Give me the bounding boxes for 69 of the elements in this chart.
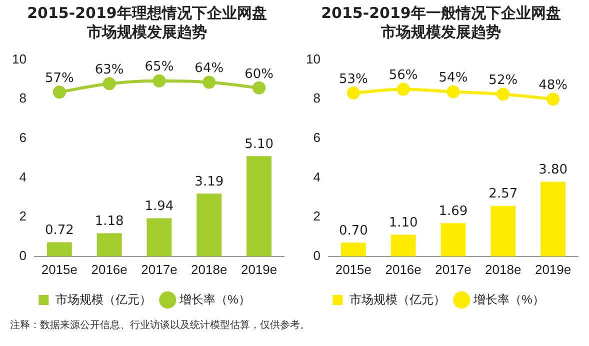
data-label: 1.10 xyxy=(388,216,418,231)
point xyxy=(252,81,266,94)
legend-label: 增长率（%） xyxy=(472,292,544,306)
data-label: 60% xyxy=(244,66,274,82)
bar xyxy=(540,182,566,256)
bar xyxy=(196,194,222,256)
x-tick-label: 2019e xyxy=(534,262,572,277)
y-tick-label: 10 xyxy=(306,51,320,66)
bar xyxy=(440,223,466,256)
bar xyxy=(390,234,416,256)
point xyxy=(102,77,116,90)
y-tick-label: 4 xyxy=(313,169,320,184)
chart-title: 2015-2019年一般情况下企业网盘市场规模发展趋势 xyxy=(320,4,562,43)
data-label: 65% xyxy=(144,60,174,75)
data-label: 2.57 xyxy=(488,186,518,202)
y-tick-label: 6 xyxy=(19,130,26,146)
data-label: 56% xyxy=(388,68,418,84)
data-label: 54% xyxy=(438,70,468,86)
point xyxy=(52,86,66,99)
data-label: 1.94 xyxy=(144,199,174,214)
y-tick-label: 0 xyxy=(313,248,320,263)
y-tick-label: 10 xyxy=(12,51,26,66)
data-label: 5.10 xyxy=(244,137,274,152)
data-label: 3.80 xyxy=(538,162,568,178)
bar xyxy=(246,156,272,256)
x-tick-label: 2017e xyxy=(435,262,472,277)
bar xyxy=(46,242,72,256)
x-tick-label: 2018e xyxy=(485,262,522,277)
x-tick-label: 2015e xyxy=(335,262,372,277)
bar xyxy=(340,242,366,256)
point xyxy=(546,92,560,106)
data-label: 64% xyxy=(194,61,224,76)
data-label: 1.18 xyxy=(94,214,124,230)
data-label: 53% xyxy=(338,72,368,87)
y-tick-label: 0 xyxy=(19,248,26,263)
x-tick-label: 2017e xyxy=(141,262,178,277)
x-tick-label: 2016e xyxy=(91,262,128,277)
x-tick-label: 2015e xyxy=(41,262,78,277)
legend-label: 市场规模（亿元） xyxy=(350,292,446,306)
bar xyxy=(490,206,516,256)
point xyxy=(496,88,510,101)
bar xyxy=(146,218,172,256)
x-tick-label: 2019e xyxy=(240,262,278,277)
y-tick-label: 6 xyxy=(313,130,320,146)
point xyxy=(396,82,410,96)
y-tick-label: 4 xyxy=(19,169,26,184)
data-label: 3.19 xyxy=(194,174,224,190)
point xyxy=(346,86,360,100)
data-label: 0.70 xyxy=(338,224,368,239)
y-tick-label: 2 xyxy=(313,208,320,224)
point xyxy=(446,85,460,98)
x-tick-label: 2016e xyxy=(385,262,422,277)
legend-label: 增长率（%） xyxy=(178,292,250,306)
chart-title: 2015-2019年理想情况下企业网盘市场规模发展趋势 xyxy=(26,4,268,43)
y-tick-label: 8 xyxy=(19,90,26,106)
data-label: 52% xyxy=(488,73,518,88)
point xyxy=(202,76,216,89)
data-label: 63% xyxy=(94,62,124,78)
data-label: 57% xyxy=(44,70,74,86)
x-tick-label: 2018e xyxy=(191,262,228,277)
bar xyxy=(96,233,122,256)
legend-label: 市场规模（亿元） xyxy=(56,292,152,306)
point xyxy=(152,74,166,88)
data-label: 1.69 xyxy=(438,204,468,220)
y-tick-label: 8 xyxy=(313,90,320,106)
text: 注释：数据来源公开信息、行业访谈以及统计模型估算，仅供参考。 xyxy=(9,318,311,332)
data-label: 48% xyxy=(538,78,568,93)
y-tick-label: 2 xyxy=(19,208,26,224)
data-label: 0.72 xyxy=(44,223,74,238)
